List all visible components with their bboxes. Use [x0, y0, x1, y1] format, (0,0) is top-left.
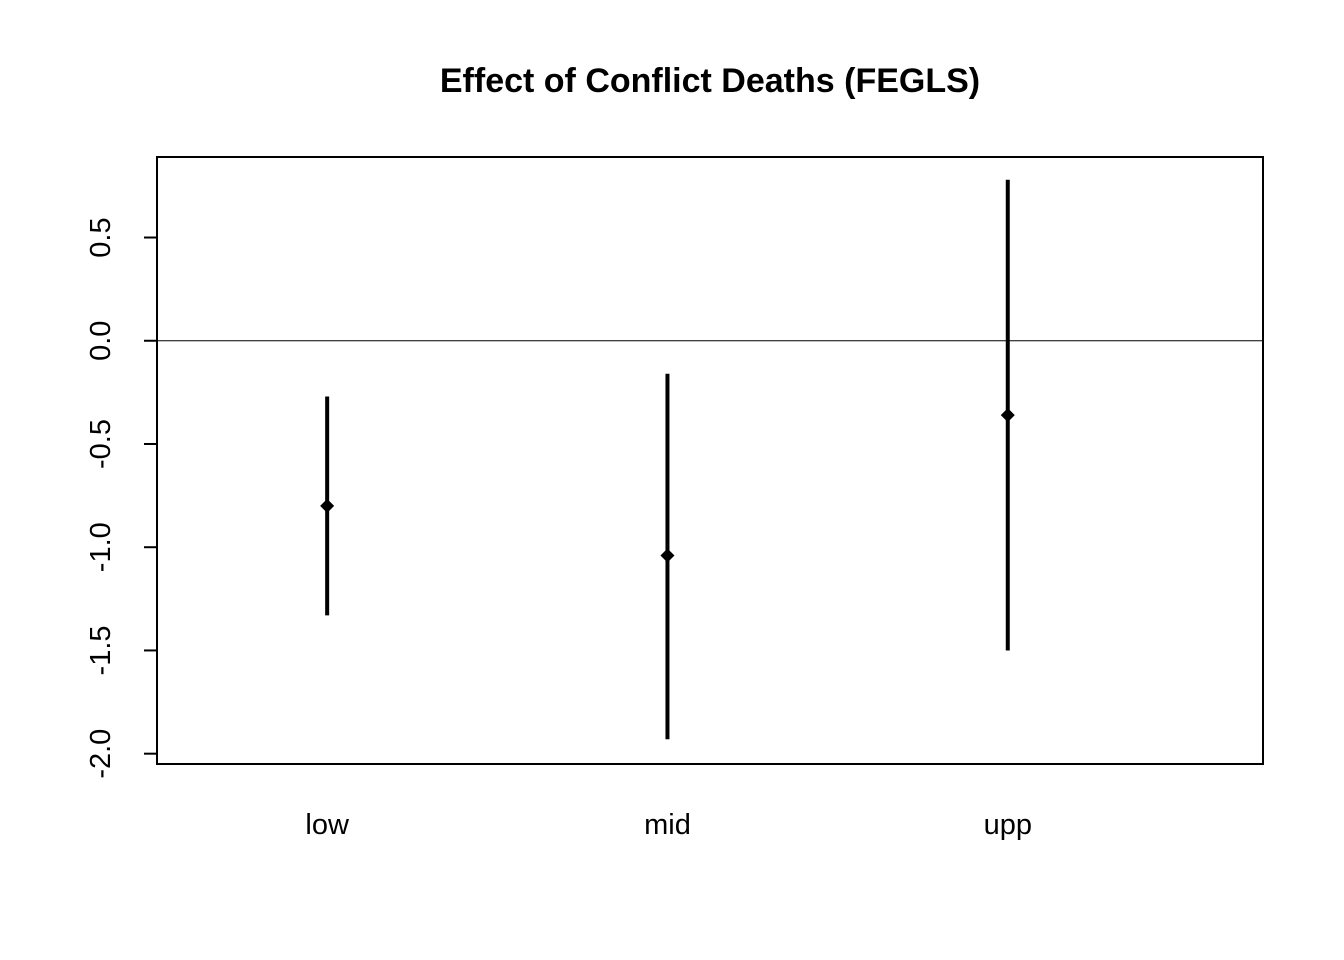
x-axis: low mid upp: [305, 809, 1032, 841]
y-axis: -2.0 -1.5 -1.0 -0.5 0.0 0.5: [85, 217, 158, 779]
y-tick-label: 0.5: [85, 217, 117, 257]
plot-frame: [156, 156, 1264, 765]
y-tick-label: -0.5: [85, 419, 117, 469]
chart-title: Effect of Conflict Deaths (FEGLS): [440, 62, 980, 100]
y-tick-label: 0.0: [85, 321, 117, 361]
x-category-label: mid: [644, 809, 691, 841]
y-tick-label: -2.0: [85, 729, 117, 779]
y-tick-label: -1.0: [85, 522, 117, 572]
error-bar-series: [320, 179, 1015, 740]
y-tick-label: -1.5: [85, 625, 117, 675]
point-estimate-low: [320, 498, 335, 513]
x-category-label: low: [305, 809, 350, 841]
point-estimate-upp: [1000, 408, 1015, 423]
point-estimate-mid: [660, 548, 675, 563]
x-category-label: upp: [984, 809, 1032, 841]
